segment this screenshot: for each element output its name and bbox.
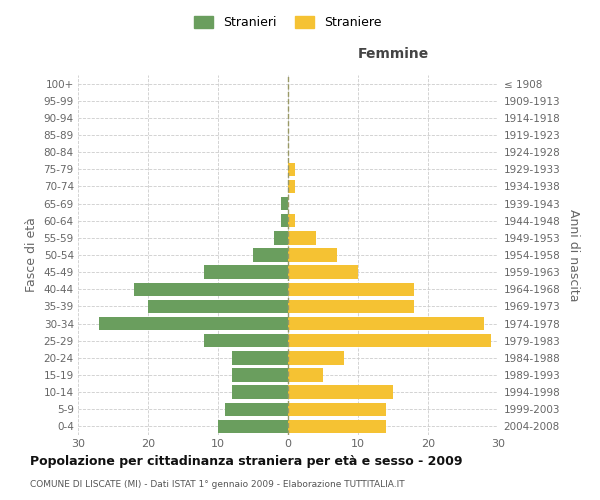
Bar — [288, 162, 295, 176]
Bar — [288, 282, 414, 296]
Bar — [281, 214, 288, 228]
Bar — [204, 334, 288, 347]
Bar — [225, 402, 288, 416]
Bar — [148, 300, 288, 313]
Bar — [288, 368, 323, 382]
Text: Popolazione per cittadinanza straniera per età e sesso - 2009: Popolazione per cittadinanza straniera p… — [30, 455, 463, 468]
Y-axis label: Fasce di età: Fasce di età — [25, 218, 38, 292]
Bar — [288, 334, 491, 347]
Bar — [99, 317, 288, 330]
Y-axis label: Anni di nascita: Anni di nascita — [567, 209, 580, 301]
Bar — [288, 351, 344, 364]
Bar — [134, 282, 288, 296]
Bar — [288, 180, 295, 193]
Bar — [232, 351, 288, 364]
Bar — [288, 402, 386, 416]
Bar — [218, 420, 288, 433]
Bar — [232, 386, 288, 399]
Text: COMUNE DI LISCATE (MI) - Dati ISTAT 1° gennaio 2009 - Elaborazione TUTTITALIA.IT: COMUNE DI LISCATE (MI) - Dati ISTAT 1° g… — [30, 480, 404, 489]
Bar — [274, 231, 288, 244]
Bar — [288, 266, 358, 279]
Bar — [204, 266, 288, 279]
Bar — [288, 300, 414, 313]
Bar — [232, 368, 288, 382]
Bar — [288, 317, 484, 330]
Bar — [253, 248, 288, 262]
Bar — [288, 420, 386, 433]
Bar — [288, 248, 337, 262]
Bar — [288, 231, 316, 244]
Text: Femmine: Femmine — [358, 46, 428, 60]
Bar — [281, 197, 288, 210]
Bar — [288, 386, 393, 399]
Bar — [288, 214, 295, 228]
Legend: Stranieri, Straniere: Stranieri, Straniere — [190, 11, 386, 34]
